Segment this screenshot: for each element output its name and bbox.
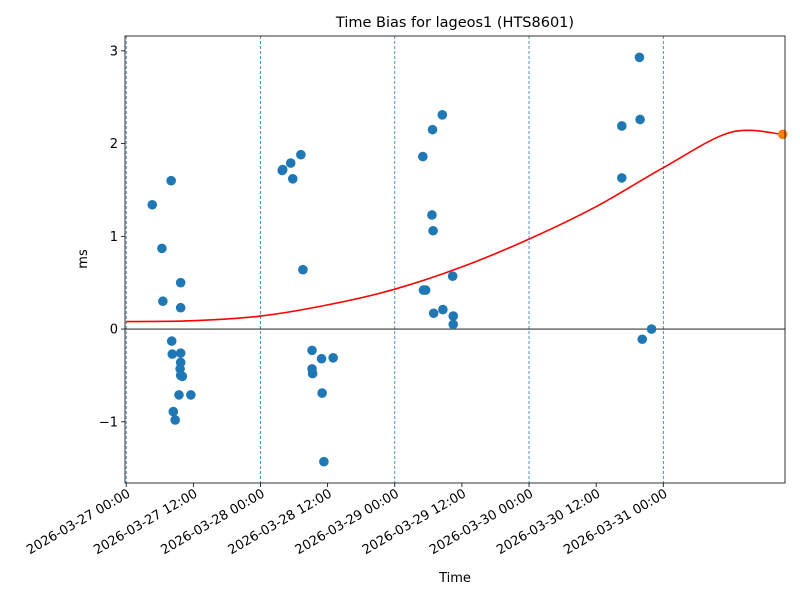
data-point [316, 353, 327, 364]
data-point [175, 277, 186, 288]
data-point [646, 324, 657, 334]
x-axis-label: Time [438, 571, 471, 586]
data-point [307, 345, 317, 356]
data-point [175, 302, 186, 313]
data-point [634, 52, 645, 63]
data-point [307, 368, 318, 379]
data-point [448, 311, 459, 321]
data-point [428, 308, 439, 319]
data-point [617, 121, 627, 131]
data-point [637, 334, 648, 345]
data-point [448, 319, 459, 330]
data-point [296, 149, 306, 160]
y-tick-label: 1 [110, 230, 118, 245]
data-point [447, 271, 458, 281]
data-points [147, 52, 657, 467]
data-point [418, 151, 428, 162]
data-point [427, 124, 438, 135]
data-point [186, 390, 196, 400]
y-axis-label: ms [76, 249, 91, 269]
data-point [147, 199, 158, 210]
data-point [617, 173, 627, 183]
data-point [166, 336, 177, 346]
data-point [438, 304, 448, 315]
forecast-point [777, 129, 788, 140]
data-point [168, 406, 179, 417]
data-point [328, 353, 338, 363]
data-point [635, 114, 645, 125]
data-point [298, 264, 308, 275]
data-point [166, 175, 176, 186]
data-point [420, 285, 431, 295]
fit-curve-layer [126, 129, 783, 323]
chart-title: Time Bias for lageos1 (HTS8601) [335, 15, 574, 31]
data-point [437, 110, 448, 120]
data-point [277, 164, 288, 175]
data-point [428, 225, 438, 236]
data-point [157, 243, 167, 254]
forecast-point-layer [777, 129, 788, 140]
fit-curve [126, 129, 783, 323]
data-point [170, 415, 180, 425]
data-point [167, 349, 178, 359]
data-point [285, 158, 296, 168]
y-tick-label: 2 [110, 137, 118, 152]
data-point [158, 296, 168, 307]
data-point [317, 388, 327, 398]
y-tick-label: −1 [99, 415, 118, 430]
data-point [175, 348, 186, 358]
y-axis-ticks: −1 0 1 2 3 [99, 44, 125, 430]
y-tick-label: 0 [110, 323, 118, 338]
data-point [174, 390, 184, 400]
plot-frame [124, 35, 786, 484]
y-tick-label: 3 [110, 44, 118, 59]
data-point [287, 174, 298, 184]
data-point [319, 456, 329, 467]
data-point [427, 210, 437, 220]
day-marker-lines [125, 36, 664, 483]
data-point [177, 371, 188, 382]
